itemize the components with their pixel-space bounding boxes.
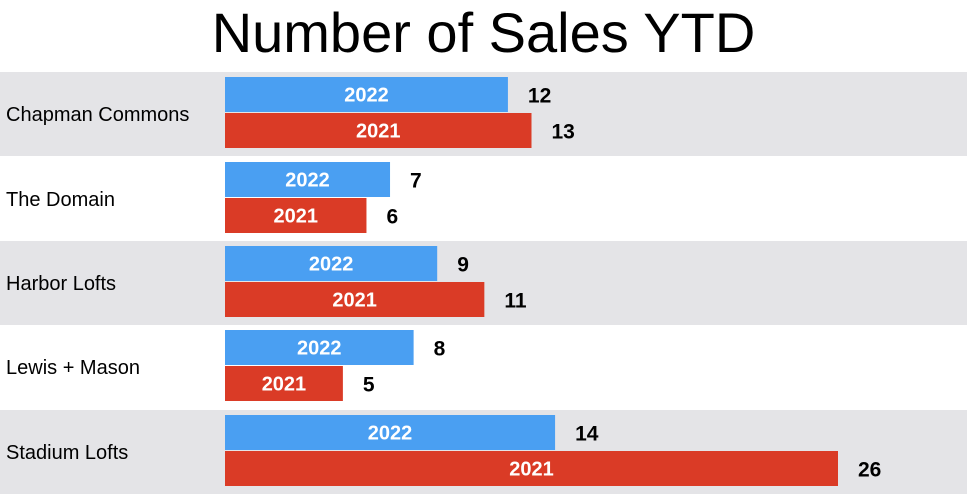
chart-title: Number of Sales YTD [211, 1, 756, 64]
value-label-2021-harbor-lofts: 11 [504, 290, 527, 313]
value-label-2022-the-domain: 7 [410, 170, 422, 193]
bar-2022-the-domain [225, 162, 391, 197]
bar-2022-chapman-commons [225, 77, 508, 112]
bar-2021-harbor-lofts [225, 282, 485, 317]
bar-series-label-2021-lewis-mason: 2021 [262, 374, 307, 396]
bar-2022-harbor-lofts [225, 246, 438, 281]
category-label-chapman-commons: Chapman Commons [6, 104, 189, 126]
bar-2022-stadium-lofts [225, 415, 556, 450]
bar-series-label-2022-harbor-lofts: 2022 [309, 254, 354, 276]
value-label-2021-stadium-lofts: 26 [858, 459, 881, 482]
category-label-stadium-lofts: Stadium Lofts [6, 442, 128, 464]
value-label-2022-chapman-commons: 12 [528, 85, 551, 108]
value-label-2021-lewis-mason: 5 [363, 374, 375, 397]
bar-series-label-2022-the-domain: 2022 [285, 170, 330, 192]
category-label-harbor-lofts: Harbor Lofts [6, 273, 116, 295]
bar-series-label-2022-chapman-commons: 2022 [344, 85, 389, 107]
value-label-2021-the-domain: 6 [386, 206, 398, 229]
category-label-lewis-mason: Lewis + Mason [6, 357, 140, 379]
bar-series-label-2022-stadium-lofts: 2022 [368, 423, 413, 445]
bar-series-label-2021-stadium-lofts: 2021 [509, 459, 554, 481]
value-label-2022-lewis-mason: 8 [434, 338, 446, 361]
bar-series-label-2021-harbor-lofts: 2021 [332, 290, 377, 312]
bar-2021-the-domain [225, 198, 367, 233]
bar-2022-lewis-mason [225, 330, 414, 365]
value-label-2021-chapman-commons: 13 [552, 121, 575, 144]
bar-series-label-2021-chapman-commons: 2021 [356, 121, 401, 143]
bar-2021-stadium-lofts [225, 451, 838, 486]
bar-2021-lewis-mason [225, 366, 343, 401]
bar-series-label-2021-the-domain: 2021 [273, 206, 318, 228]
value-label-2022-harbor-lofts: 9 [457, 254, 469, 277]
category-label-the-domain: The Domain [6, 189, 115, 211]
value-label-2022-stadium-lofts: 14 [575, 423, 599, 446]
bar-2021-chapman-commons [225, 113, 532, 148]
bar-series-label-2022-lewis-mason: 2022 [297, 338, 342, 360]
